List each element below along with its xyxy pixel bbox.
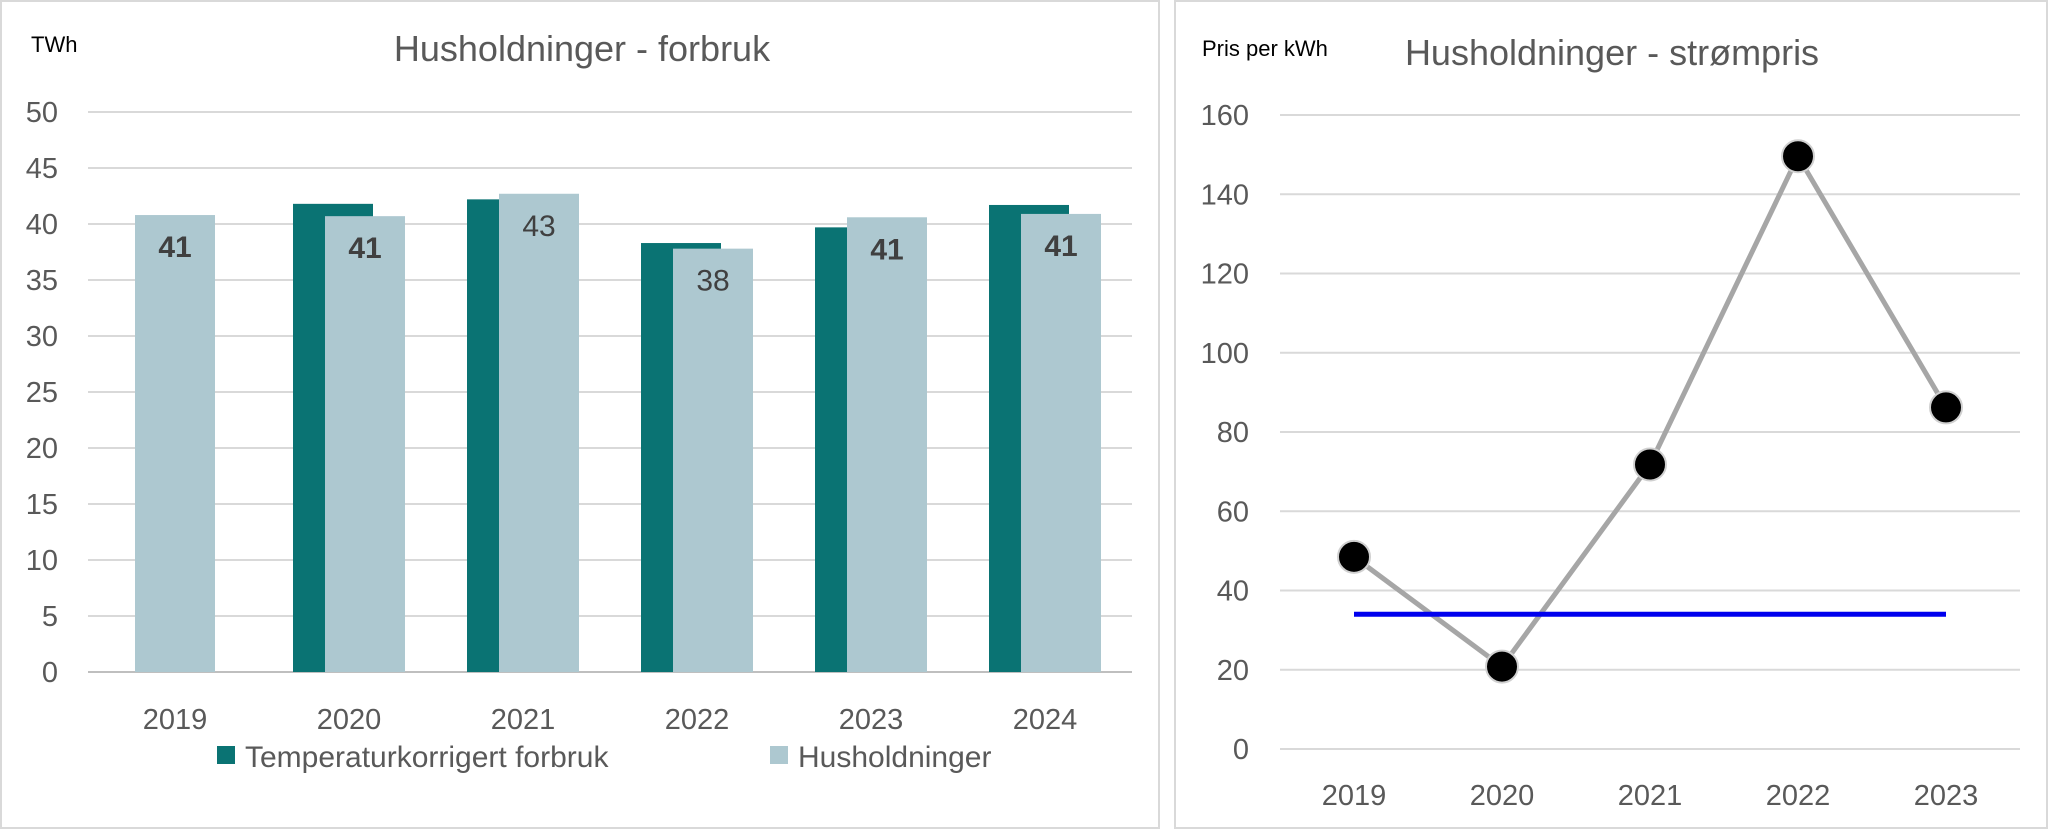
price-chart-panel: Pris per kWh Husholdninger - strømpris 0 20… [1174, 0, 2048, 829]
y-tick-label: 0 [1233, 734, 1249, 766]
y-tick-label: 40 [26, 209, 58, 241]
data-label: 41 [158, 231, 191, 264]
y-tick-label: 30 [26, 321, 58, 353]
y-tick-label: 20 [1217, 655, 1249, 687]
y-tick-label: 20 [26, 433, 58, 465]
y-tick-label: 160 [1201, 100, 1249, 132]
y-axis-label: TWh [31, 32, 77, 57]
data-label: 43 [522, 210, 555, 243]
y-tick-label: 35 [26, 265, 58, 297]
y-tick-label: 80 [1217, 417, 1249, 449]
bar-husholdninger-2021 [499, 193, 579, 672]
data-point-2019 [1337, 539, 1371, 574]
chart-title: Husholdninger - strømpris [1405, 32, 1819, 73]
y-tick-label: 0 [42, 657, 58, 689]
price-chart: Pris per kWh Husholdninger - strømpris 0 20… [1201, 32, 2020, 812]
y-tick-label: 60 [1217, 496, 1249, 528]
chart-title: Husholdninger - forbruk [394, 28, 771, 69]
y-tick-label: 120 [1201, 259, 1249, 291]
bar-husholdninger-2024 [1021, 213, 1101, 673]
bar-husholdninger-2020 [325, 216, 405, 672]
x-tick-label: 2023 [1914, 780, 1979, 812]
x-tick-label: 2019 [1322, 780, 1387, 812]
y-tick-label: 50 [26, 97, 58, 129]
data-point-2023 [1929, 390, 1963, 425]
legend-swatch-temperaturkorrigert [217, 746, 235, 764]
y-tick-label: 10 [26, 545, 58, 577]
data-point-2021 [1633, 447, 1667, 482]
x-tick-label: 2023 [839, 704, 904, 736]
y-tick-label: 40 [1217, 576, 1249, 608]
bar-husholdninger-2023 [847, 217, 927, 672]
x-tick-label: 2022 [665, 704, 730, 736]
y-tick-label: 45 [26, 153, 58, 185]
bar-husholdninger-2019 [135, 215, 215, 673]
y-tick-label: 100 [1201, 338, 1249, 370]
y-tick-label: 15 [26, 489, 58, 521]
consumption-chart: TWh Husholdninger - forbruk 0 5 10 15 20 25 30 35… [26, 28, 1132, 774]
data-label: 41 [348, 232, 381, 265]
data-point-2022 [1781, 139, 1815, 174]
x-tick-label: 2020 [317, 704, 382, 736]
legend-label: Husholdninger [798, 741, 991, 774]
x-tick-label: 2021 [491, 704, 556, 736]
consumption-chart-panel: TWh Husholdninger - forbruk 0 5 10 15 20 25 30 35… [0, 0, 1160, 829]
data-label: 38 [696, 265, 729, 298]
y-tick-label: 140 [1201, 179, 1249, 211]
x-tick-label: 2024 [1013, 704, 1078, 736]
data-point-2020 [1485, 649, 1519, 684]
data-label: 41 [1044, 230, 1077, 263]
x-tick-label: 2019 [143, 704, 208, 736]
x-tick-label: 2020 [1470, 780, 1535, 812]
legend-label: Temperaturkorrigert forbruk [245, 741, 609, 774]
y-tick-label: 25 [26, 377, 58, 409]
y-axis-label: Pris per kWh [1202, 36, 1328, 61]
bar-husholdninger-2022 [673, 248, 753, 672]
x-tick-label: 2021 [1618, 780, 1683, 812]
data-label: 41 [870, 233, 903, 266]
x-tick-label: 2022 [1766, 780, 1831, 812]
legend-swatch-husholdninger [770, 746, 788, 764]
y-tick-label: 5 [42, 601, 58, 633]
